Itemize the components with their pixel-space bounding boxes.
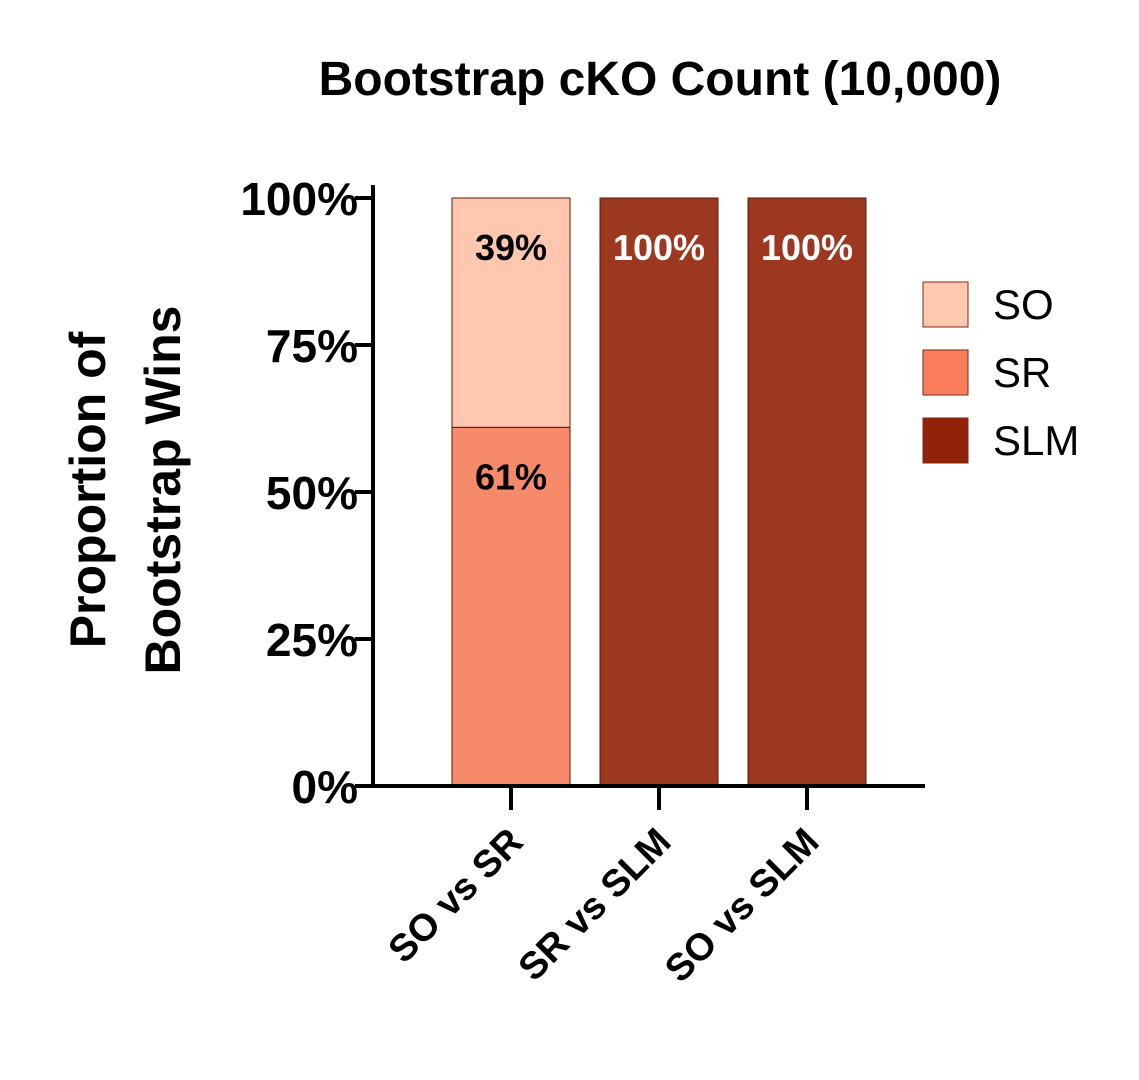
- data-label-slm-3: 100%: [761, 227, 853, 268]
- x-tick-label-3: SO vs SLM: [657, 821, 827, 991]
- data-label-sr-1: 61%: [475, 456, 547, 497]
- legend-swatch-so: [922, 281, 969, 328]
- y-axis-title-line-2: Bootstrap Wins: [135, 306, 191, 675]
- legend-swatch-sr: [922, 349, 969, 396]
- y-axis-title-line-1: Proportion of: [60, 331, 116, 648]
- legend-label-slm: SLM: [993, 417, 1079, 464]
- data-label-slm-2: 100%: [613, 227, 705, 268]
- legend-label-so: SO: [993, 281, 1054, 328]
- y-tick-label-0: 0%: [292, 761, 358, 813]
- legend: SO SR SLM: [922, 281, 1079, 464]
- y-tick-label-75: 75%: [266, 320, 358, 372]
- y-axis-title: Proportion of Bootstrap Wins: [60, 306, 191, 675]
- y-tick-label-25: 25%: [266, 614, 358, 666]
- chart-title: Bootstrap cKO Count (10,000): [319, 53, 1002, 106]
- bar-slm-3: [747, 197, 867, 787]
- y-tick-label-50: 50%: [266, 467, 358, 519]
- legend-swatch-slm: [922, 417, 969, 464]
- x-tick-label-2: SR vs SLM: [511, 821, 680, 990]
- legend-label-sr: SR: [993, 349, 1051, 396]
- data-label-so-1: 39%: [475, 227, 547, 268]
- x-tick-label-1: SO vs SR: [381, 821, 532, 972]
- bar-so-1: [451, 197, 571, 428]
- y-tick-label-100: 100%: [240, 173, 358, 225]
- bar-slm-2: [599, 197, 719, 787]
- plot-area: 61% 39% 100% 100% 0% 25% 50% 75% 100% SO vs SRSR …: [240, 173, 925, 991]
- bar-sr-1: [451, 426, 571, 787]
